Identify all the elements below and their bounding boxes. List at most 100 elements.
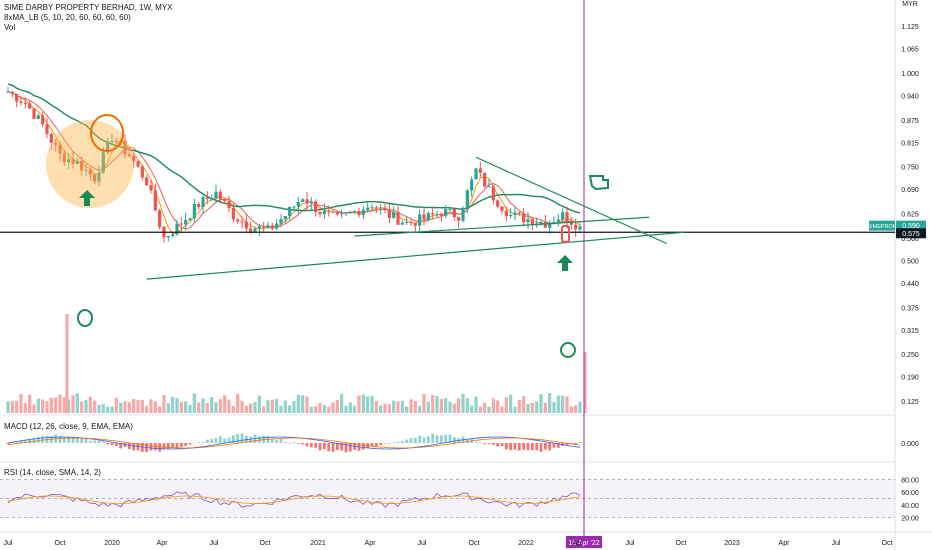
- candle-body: [574, 224, 578, 230]
- candle-body: [327, 210, 331, 212]
- volume-bar: [188, 405, 192, 413]
- volume-bar: [444, 398, 448, 413]
- time-tick-label: Apr: [573, 540, 585, 547]
- candle-body: [409, 221, 413, 223]
- volume-bar: [392, 400, 396, 413]
- volume-bar: [119, 402, 123, 413]
- candle-body: [249, 228, 253, 232]
- volume-label[interactable]: Vol: [4, 23, 16, 32]
- price-tick-label: 0.125: [901, 399, 919, 406]
- macd-histogram-bar: [15, 441, 19, 443]
- candle-body: [279, 219, 283, 224]
- volume-bar: [457, 398, 461, 413]
- candle-body: [309, 201, 313, 204]
- price-tick-label: 0.815: [901, 140, 919, 147]
- candle-body: [331, 211, 335, 213]
- macd-histogram-bar: [522, 443, 526, 450]
- candle-body: [561, 212, 565, 220]
- candle-body: [184, 219, 188, 225]
- time-tick-label: Oct: [260, 540, 271, 547]
- volume-bar: [205, 403, 209, 413]
- macd-histogram-bar: [483, 443, 487, 445]
- volume-bar: [179, 401, 183, 413]
- macd-histogram-bar: [227, 437, 231, 443]
- candle-body: [357, 211, 361, 216]
- macd-histogram-bar: [127, 443, 131, 449]
- price-tick-label: 0.875: [901, 118, 919, 125]
- candle-body: [201, 196, 205, 208]
- volume-bar: [275, 398, 279, 413]
- rsi-label[interactable]: RSI (14, close, SMA, 14, 2): [4, 468, 101, 477]
- volume-bar: [500, 406, 504, 413]
- price-tick-label: 0.560: [901, 236, 919, 243]
- candle-body: [140, 166, 144, 178]
- volume-bar: [210, 397, 214, 413]
- candle-body: [487, 186, 491, 188]
- volume-spike-marker: [77, 309, 93, 327]
- macd-histogram-bar: [548, 443, 552, 451]
- candle-body: [210, 198, 214, 200]
- volume-bar: [132, 399, 136, 413]
- volume-bar: [197, 402, 201, 413]
- candle-body: [54, 142, 58, 145]
- volume-bar: [249, 403, 253, 413]
- candle-body: [36, 115, 40, 119]
- macd-histogram-bar: [257, 436, 261, 443]
- volume-bar: [184, 401, 188, 413]
- candle-body: [15, 93, 19, 102]
- price-tick-label: 0.625: [901, 212, 919, 219]
- candle-body: [379, 207, 383, 209]
- volume-bar: [465, 398, 469, 413]
- candle-body: [45, 124, 49, 134]
- macd-label[interactable]: MACD (12, 26, close, 9, EMA, EMA): [4, 422, 133, 431]
- pointing-hand-icon: [588, 175, 609, 191]
- volume-bar: [470, 405, 474, 413]
- volume-bar: [383, 403, 387, 413]
- macd-histogram-bar: [314, 443, 318, 448]
- macd-histogram-bar: [448, 434, 452, 443]
- time-tick-label: 2021: [310, 540, 326, 547]
- candle-body: [353, 211, 357, 213]
- candle-body: [413, 222, 417, 226]
- candle-body: [530, 219, 534, 226]
- volume-bar: [522, 396, 526, 413]
- volume-bar: [309, 406, 313, 413]
- candle-body: [197, 204, 201, 208]
- macd-histogram-bar: [496, 443, 500, 447]
- macd-histogram-bar: [93, 440, 97, 443]
- macd-histogram-bar: [19, 440, 23, 443]
- candle-body: [374, 207, 378, 209]
- volume-bar: [539, 394, 543, 413]
- up-arrow-icon: [79, 190, 95, 206]
- macd-histogram-bar: [418, 435, 422, 443]
- macd-histogram-bar: [292, 441, 296, 443]
- macd-histogram-bar: [218, 436, 222, 443]
- volume-bar: [578, 401, 582, 413]
- candle-body: [80, 160, 84, 171]
- candle-body: [88, 169, 92, 175]
- candle-body: [361, 209, 365, 216]
- volume-bar: [496, 400, 500, 413]
- price-tick-label: 1.065: [901, 47, 919, 54]
- macd-histogram-bar: [500, 443, 504, 447]
- volume-bar: [192, 393, 196, 413]
- volume-bar: [296, 394, 300, 413]
- ma-indicator-label[interactable]: 8xMA_LB (5, 10, 20, 60, 60, 60, 60): [4, 13, 131, 22]
- macd-histogram-bar: [240, 433, 244, 443]
- volume-bar: [461, 393, 465, 413]
- macd-histogram-bar: [101, 441, 105, 443]
- candle-body: [236, 219, 240, 222]
- candle-body: [418, 214, 422, 226]
- candle-body: [435, 213, 439, 215]
- volume-bar: [114, 397, 118, 413]
- candle-body: [23, 102, 27, 104]
- macd-histogram-bar: [474, 442, 478, 443]
- candle-body: [28, 103, 32, 109]
- volume-bar: [214, 402, 218, 413]
- macd-histogram-bar: [543, 443, 547, 450]
- volume-bar: [400, 400, 404, 413]
- time-tick-label: Jul: [4, 540, 13, 547]
- macd-histogram-bar: [422, 437, 426, 443]
- cursor-date-label: 18 Apr '22: [568, 540, 599, 547]
